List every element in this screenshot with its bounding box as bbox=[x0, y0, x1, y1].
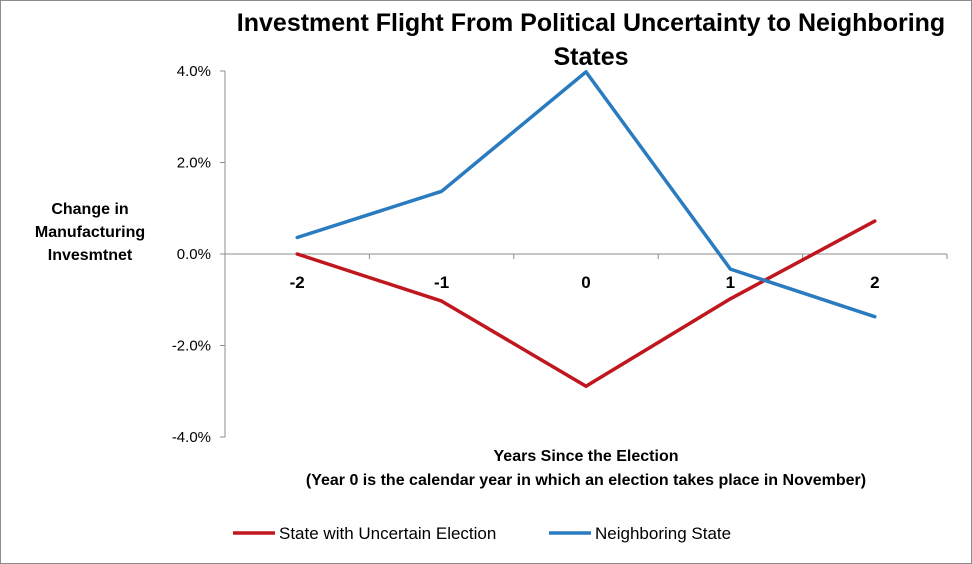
y-axis-title-line-3: Invesmtnet bbox=[48, 247, 133, 264]
series-line-1 bbox=[295, 219, 877, 388]
chart-title-line-1: Investment Flight From Political Uncerta… bbox=[237, 9, 945, 37]
chart-title-line-2: States bbox=[553, 43, 628, 71]
x-axis-title-line-1: Years Since the Election bbox=[494, 448, 679, 465]
x-tick-label: 1 bbox=[726, 273, 735, 292]
y-tick-label: 0.0% bbox=[177, 246, 211, 263]
x-tick-label: -1 bbox=[434, 273, 449, 292]
x-axis-title-line-2: (Year 0 is the calendar year in which an… bbox=[306, 472, 866, 489]
y-axis-title-line-1: Change in bbox=[51, 201, 128, 218]
x-axis-title: Years Since the Election (Year 0 is the … bbox=[306, 448, 866, 489]
legend-label-2: Neighboring State bbox=[595, 524, 731, 543]
y-tick-label: -2.0% bbox=[172, 338, 211, 355]
x-tick-label: 0 bbox=[581, 273, 590, 292]
chart-title: Investment Flight From Political Uncerta… bbox=[237, 9, 945, 71]
y-axis-title-line-2: Manufacturing bbox=[35, 224, 145, 241]
y-axis-title: Change in Manufacturing Invesmtnet bbox=[35, 201, 145, 264]
legend: State with Uncertain Election Neighboring… bbox=[233, 524, 731, 543]
y-tick-label: 2.0% bbox=[177, 155, 211, 172]
x-tick-label: -2 bbox=[290, 273, 305, 292]
legend-label-1: State with Uncertain Election bbox=[279, 524, 496, 543]
y-tick-label: 4.0% bbox=[177, 63, 211, 80]
y-tick-label: -4.0% bbox=[172, 429, 211, 446]
series-line-2 bbox=[295, 70, 877, 319]
plot-area: 4.0% 2.0% 0.0% -2.0% -4.0% -2 -1 0 1 2 bbox=[172, 63, 948, 446]
x-tick-label: 2 bbox=[870, 273, 879, 292]
